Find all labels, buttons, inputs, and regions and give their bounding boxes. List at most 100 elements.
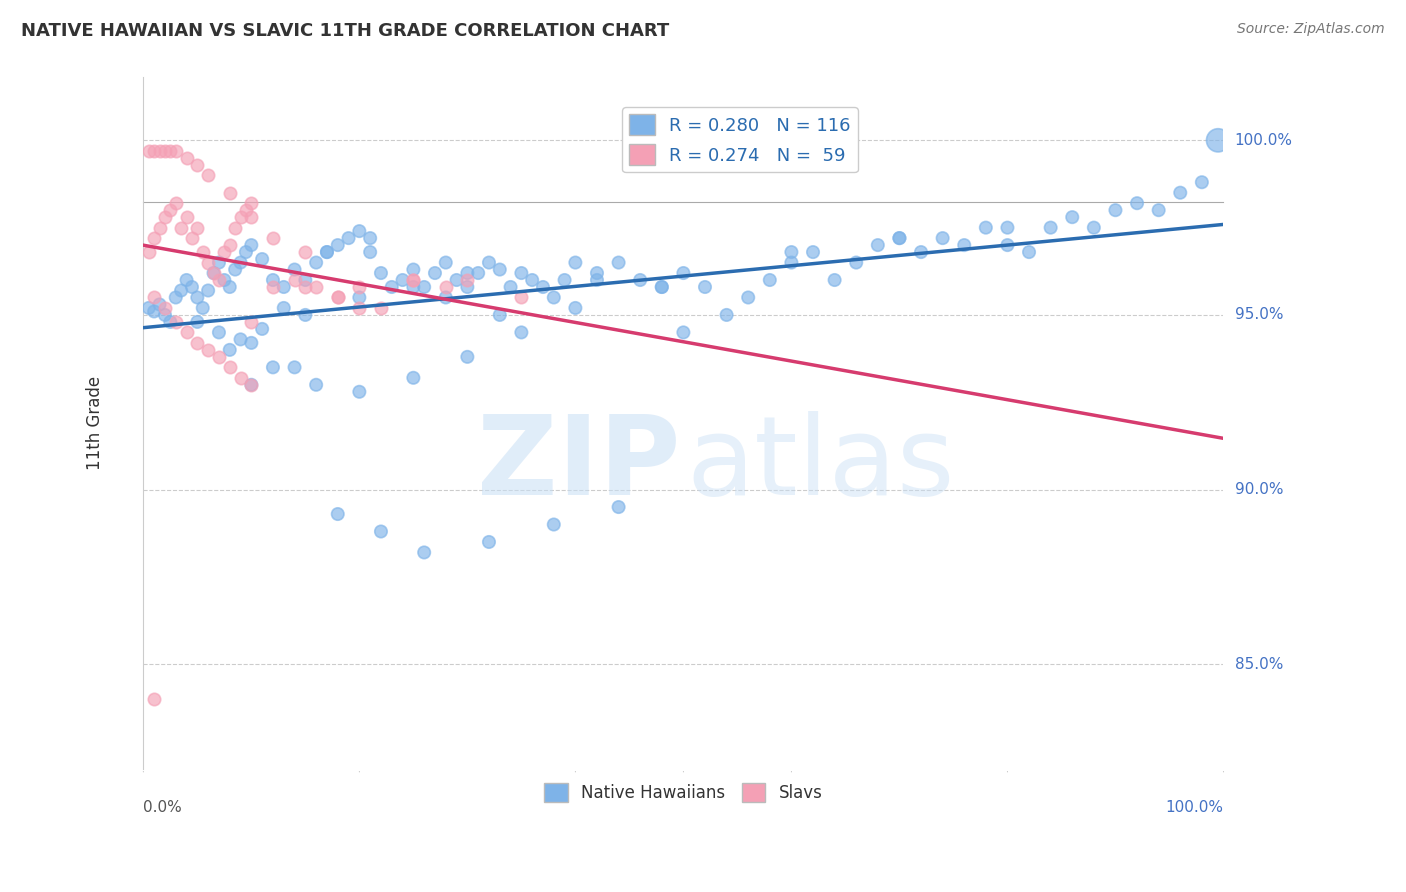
- Point: [273, 280, 295, 294]
- Point: [235, 203, 257, 218]
- Point: [240, 196, 263, 211]
- Text: ZIP: ZIP: [477, 411, 681, 518]
- Point: [159, 315, 181, 329]
- Point: [143, 291, 166, 305]
- Point: [186, 335, 208, 350]
- Point: [1083, 220, 1105, 235]
- Point: [370, 266, 392, 280]
- Point: [197, 255, 219, 269]
- Point: [586, 266, 609, 280]
- Point: [165, 315, 187, 329]
- Point: [889, 231, 911, 245]
- Point: [780, 245, 803, 260]
- Point: [143, 144, 166, 158]
- Point: [235, 245, 257, 260]
- Point: [349, 301, 371, 315]
- Point: [1206, 133, 1229, 147]
- Text: 95.0%: 95.0%: [1234, 308, 1284, 322]
- Point: [262, 360, 284, 375]
- Point: [202, 266, 225, 280]
- Point: [316, 245, 339, 260]
- Point: [294, 245, 316, 260]
- Point: [672, 326, 695, 340]
- Point: [305, 255, 328, 269]
- Point: [176, 151, 198, 165]
- Point: [1104, 203, 1126, 218]
- Point: [434, 291, 457, 305]
- Point: [165, 144, 187, 158]
- Point: [1018, 245, 1040, 260]
- Point: [478, 255, 501, 269]
- Point: [326, 291, 349, 305]
- Point: [824, 273, 846, 287]
- Point: [240, 315, 263, 329]
- Point: [153, 308, 176, 322]
- Point: [186, 291, 208, 305]
- Point: [889, 231, 911, 245]
- Point: [801, 245, 824, 260]
- Point: [554, 273, 576, 287]
- Legend: Native Hawaiians, Slavs: Native Hawaiians, Slavs: [537, 777, 830, 809]
- Point: [499, 280, 522, 294]
- Point: [413, 545, 436, 559]
- Point: [672, 266, 695, 280]
- Point: [143, 692, 166, 706]
- Point: [218, 280, 240, 294]
- Point: [153, 301, 176, 315]
- Point: [651, 280, 673, 294]
- Point: [651, 280, 673, 294]
- Point: [337, 231, 360, 245]
- Point: [1126, 196, 1149, 211]
- Point: [1168, 186, 1191, 200]
- Point: [305, 377, 328, 392]
- Point: [186, 315, 208, 329]
- Point: [1039, 220, 1062, 235]
- Point: [294, 280, 316, 294]
- Point: [191, 245, 214, 260]
- Point: [845, 255, 868, 269]
- Point: [294, 308, 316, 322]
- Point: [693, 280, 716, 294]
- Point: [138, 245, 160, 260]
- Point: [224, 262, 246, 277]
- Point: [510, 326, 533, 340]
- Text: 90.0%: 90.0%: [1234, 482, 1284, 497]
- Point: [148, 144, 170, 158]
- Point: [294, 273, 316, 287]
- Point: [510, 291, 533, 305]
- Text: atlas: atlas: [686, 411, 955, 518]
- Point: [240, 210, 263, 224]
- Point: [370, 301, 392, 315]
- Point: [197, 343, 219, 357]
- Point: [138, 144, 160, 158]
- Point: [446, 273, 468, 287]
- Point: [218, 360, 240, 375]
- Point: [543, 291, 565, 305]
- Point: [910, 245, 932, 260]
- Point: [250, 252, 273, 266]
- Point: [456, 350, 478, 364]
- Point: [402, 273, 425, 287]
- Point: [273, 301, 295, 315]
- Text: 100.0%: 100.0%: [1166, 799, 1223, 814]
- Text: NATIVE HAWAIIAN VS SLAVIC 11TH GRADE CORRELATION CHART: NATIVE HAWAIIAN VS SLAVIC 11TH GRADE COR…: [21, 22, 669, 40]
- Point: [402, 280, 425, 294]
- Point: [214, 273, 236, 287]
- Point: [229, 255, 252, 269]
- Point: [224, 220, 246, 235]
- Point: [413, 280, 436, 294]
- Point: [510, 266, 533, 280]
- Point: [402, 273, 425, 287]
- Point: [478, 535, 501, 549]
- Point: [159, 203, 181, 218]
- Point: [229, 210, 252, 224]
- Point: [391, 273, 413, 287]
- Point: [240, 377, 263, 392]
- Point: [997, 238, 1019, 252]
- Point: [1191, 175, 1213, 189]
- Point: [165, 196, 187, 211]
- Point: [997, 220, 1019, 235]
- Point: [208, 350, 231, 364]
- Point: [176, 326, 198, 340]
- Point: [250, 322, 273, 336]
